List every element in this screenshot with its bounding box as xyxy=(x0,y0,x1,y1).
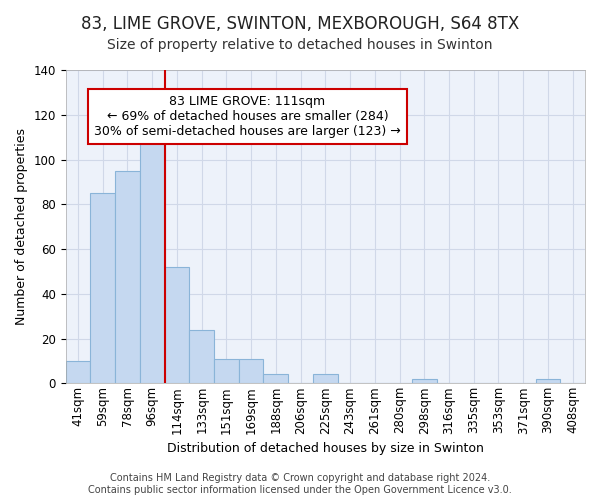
Bar xyxy=(412,379,437,384)
Bar xyxy=(91,193,115,384)
Bar xyxy=(164,267,190,384)
Bar xyxy=(239,358,263,384)
Bar xyxy=(140,135,164,384)
Bar xyxy=(313,374,338,384)
Text: 83 LIME GROVE: 111sqm
← 69% of detached houses are smaller (284)
30% of semi-det: 83 LIME GROVE: 111sqm ← 69% of detached … xyxy=(94,95,401,138)
Text: Size of property relative to detached houses in Swinton: Size of property relative to detached ho… xyxy=(107,38,493,52)
Bar xyxy=(536,379,560,384)
Bar xyxy=(214,358,239,384)
Bar xyxy=(115,170,140,384)
Text: 83, LIME GROVE, SWINTON, MEXBOROUGH, S64 8TX: 83, LIME GROVE, SWINTON, MEXBOROUGH, S64… xyxy=(81,15,519,33)
X-axis label: Distribution of detached houses by size in Swinton: Distribution of detached houses by size … xyxy=(167,442,484,455)
Y-axis label: Number of detached properties: Number of detached properties xyxy=(15,128,28,325)
Bar xyxy=(65,361,91,384)
Bar xyxy=(263,374,288,384)
Bar xyxy=(190,330,214,384)
Text: Contains HM Land Registry data © Crown copyright and database right 2024.
Contai: Contains HM Land Registry data © Crown c… xyxy=(88,474,512,495)
